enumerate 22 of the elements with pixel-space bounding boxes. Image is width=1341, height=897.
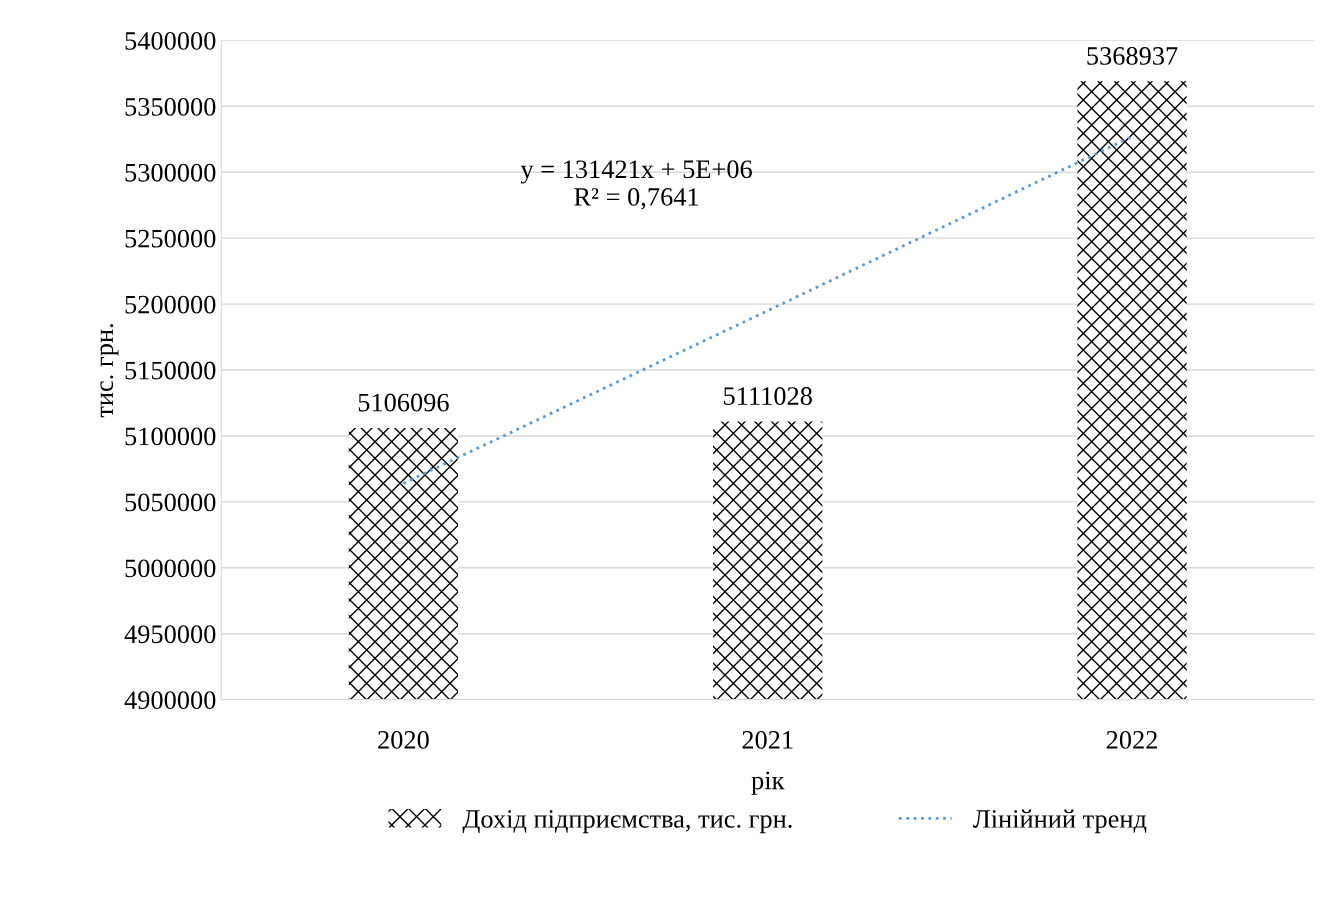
x-tick-label: 2021 bbox=[742, 730, 793, 749]
y-tick-label: 5150000 bbox=[125, 361, 216, 380]
y-tick-label: 5000000 bbox=[125, 559, 216, 578]
y-tick-label: 5050000 bbox=[125, 493, 216, 512]
y-tick-label: 4900000 bbox=[124, 691, 216, 710]
y-tick-label: 5250000 bbox=[125, 229, 216, 248]
data-label: 5111028 bbox=[724, 387, 812, 405]
y-tick-label: 5350000 bbox=[125, 97, 216, 116]
y-tick-label: 5400000 bbox=[125, 31, 216, 50]
x-tick-label: 2020 bbox=[378, 730, 429, 749]
x-tick-label: 2022 bbox=[1106, 730, 1157, 749]
y-tick-label: 4950000 bbox=[124, 625, 216, 644]
data-label: 5368937 bbox=[1087, 47, 1178, 65]
y-tick-label: 5300000 bbox=[125, 163, 216, 182]
y-tick-label: 5100000 bbox=[125, 427, 216, 446]
x-axis-title: рік bbox=[751, 771, 785, 795]
legend-label: Лінійний тренд bbox=[973, 809, 1147, 834]
legend-label: Дохід підприємства, тис. грн. bbox=[462, 810, 792, 834]
data-label: 5106096 bbox=[358, 393, 449, 412]
y-tick-label: 5200000 bbox=[125, 295, 216, 314]
y-axis-title: тис. грн. bbox=[100, 324, 119, 418]
annotation: y = 131421x + 5E+06 R² = 0,7641 bbox=[520, 160, 752, 210]
